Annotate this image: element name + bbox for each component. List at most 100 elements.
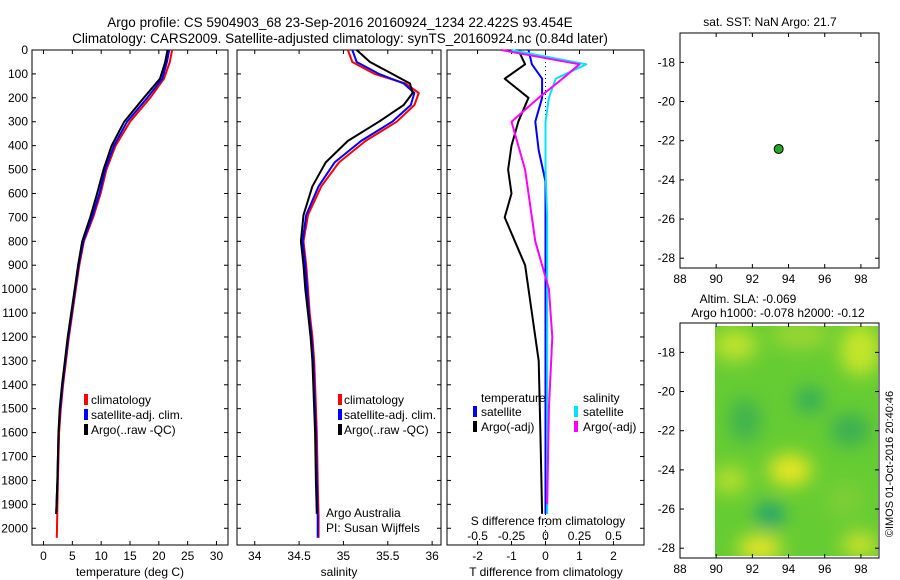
- temperature-panel-frame: [31, 49, 229, 546]
- legend-label-argo: Argo(-adj): [583, 420, 636, 434]
- sla-map-frame: [679, 322, 880, 559]
- map-y-tick-label: -24: [658, 463, 676, 477]
- map-y-tick-label: -26: [658, 502, 676, 516]
- map-x-tick-label: 94: [782, 562, 796, 576]
- map-y-tick-label: -18: [658, 55, 676, 69]
- x-axis-salinity: 34 34.5 35 35.5 36: [248, 50, 439, 563]
- x-tick-label: 5: [69, 549, 76, 563]
- x-tick-label: 34.5: [287, 549, 311, 563]
- depth-tick-label: 1400: [1, 378, 28, 392]
- x-axis-t-difference: -2 -1 0 1 2: [472, 50, 617, 563]
- salinity-panel-frame: [236, 49, 442, 546]
- x-tick-label: -2: [472, 549, 483, 563]
- depth-tick-label: 1000: [1, 282, 28, 296]
- x-tick-label: 25: [181, 549, 195, 563]
- depth-tick-label: 1600: [1, 426, 28, 440]
- depth-tick-label: 100: [8, 67, 28, 81]
- legend-label-climatology: climatology: [91, 393, 151, 407]
- legend-title-temperature: temperature: [481, 391, 546, 405]
- map-y-tick-label: -22: [658, 134, 676, 148]
- sla-heatmap: [715, 326, 878, 556]
- sla-map-title-line-2: Argo h1000: -0.078 h2000: -0.12: [691, 306, 865, 320]
- map-x-tick-label: 88: [673, 562, 687, 576]
- x-axis-temperature: 0 5 10 15 20 25 30: [40, 50, 223, 563]
- depth-tick-label: 1900: [1, 497, 28, 511]
- x-tick-label-top: -0.5: [467, 529, 488, 543]
- imos-watermark: ©IMOS 01-Oct-2016 20:40:46: [884, 391, 896, 537]
- argo-location-marker: [773, 143, 784, 154]
- x-tick-label: 35: [337, 549, 351, 563]
- sst-map-frame: [679, 32, 880, 269]
- map-x-tick-label: 92: [746, 562, 760, 576]
- float-owner-line-1: Argo Australia: [326, 506, 401, 520]
- map-y-tick-label: -18: [658, 345, 676, 359]
- depth-tick-label: 200: [8, 91, 28, 105]
- sla-map-axes: 88 90 92 94 96 98 -18 -20 -22 -24 -26 -28: [658, 323, 879, 576]
- legend-swatch-climatology: [84, 394, 88, 405]
- depth-tick-label: 1200: [1, 330, 28, 344]
- map-y-tick-label: -26: [658, 212, 676, 226]
- t-difference-xlabel: T difference from climatology: [469, 565, 623, 579]
- map-x-tick-label: 90: [710, 562, 724, 576]
- legend-swatch-argo: [84, 424, 88, 435]
- map-x-tick-label: 98: [854, 272, 868, 286]
- x-tick-label: 10: [94, 549, 108, 563]
- map-y-tick-label: -22: [658, 424, 676, 438]
- x-tick-label: 35.5: [376, 549, 400, 563]
- legend-label-satellite: satellite: [481, 405, 522, 419]
- series-line-2: [503, 49, 544, 514]
- depth-tick-label: 1700: [1, 450, 28, 464]
- depth-tick-label: 1500: [1, 402, 28, 416]
- legend-label-argo: Argo(..raw -QC): [344, 423, 429, 437]
- depth-tick-label: 2000: [1, 521, 28, 535]
- float-owner-line-2: PI: Susan Wijffels: [326, 521, 420, 535]
- depth-tick-label: 400: [8, 139, 28, 153]
- series-line-2: [301, 49, 416, 538]
- series-line-1: [527, 49, 547, 514]
- depth-tick-label: 300: [8, 115, 28, 129]
- map-y-tick-label: -28: [658, 541, 676, 555]
- depth-tick-label: 500: [8, 163, 28, 177]
- x-tick-label-top: -0.25: [498, 529, 526, 543]
- legend-swatch-satellite: [574, 406, 578, 417]
- map-x-tick-label: 98: [854, 562, 868, 576]
- legend-swatch-satellite: [84, 409, 88, 420]
- map-x-tick-label: 88: [673, 272, 687, 286]
- x-tick-label: 0: [542, 549, 549, 563]
- legend-label-satellite: satellite: [583, 405, 624, 419]
- x-tick-label-top: 0.25: [568, 529, 592, 543]
- legend-swatch-argo: [473, 421, 477, 432]
- x-tick-label: 36: [425, 549, 439, 563]
- depth-tick-label: 1300: [1, 354, 28, 368]
- x-tick-label: 1: [576, 549, 583, 563]
- difference-legend-salinity: salinity satellite Argo(-adj): [574, 391, 636, 434]
- series-line-2: [55, 49, 171, 514]
- difference-legend-temperature: temperature satellite Argo(-adj): [473, 391, 546, 434]
- depth-axis-difference: [447, 49, 644, 529]
- title-line-1: Argo profile: CS 5904903_68 23-Sep-2016 …: [107, 15, 572, 30]
- sla-map-title-line-1: Altim. SLA: -0.069: [700, 292, 797, 306]
- legend-label-argo: Argo(..raw -QC): [91, 423, 176, 437]
- x-tick-label: 30: [210, 549, 224, 563]
- legend-swatch-argo: [338, 424, 342, 435]
- legend-swatch-satellite: [473, 406, 477, 417]
- x-tick-label: 15: [123, 549, 137, 563]
- x-tick-label-top: 0.5: [605, 529, 622, 543]
- salinity-xlabel: salinity: [321, 565, 358, 579]
- map-x-tick-label: 96: [818, 562, 832, 576]
- legend-label-argo: Argo(-adj): [481, 420, 534, 434]
- map-x-tick-label: 96: [818, 272, 832, 286]
- legend-swatch-satellite: [338, 409, 342, 420]
- depth-tick-label: 800: [8, 234, 28, 248]
- depth-tick-label: 900: [8, 258, 28, 272]
- map-y-tick-label: -24: [658, 173, 676, 187]
- sst-map-title: sat. SST: NaN Argo: 21.7: [703, 15, 837, 29]
- s-difference-xlabel: S difference from climatology: [471, 514, 626, 528]
- legend-swatch-climatology: [338, 394, 342, 405]
- x-tick-label: 2: [610, 549, 617, 563]
- map-y-tick-label: -28: [658, 251, 676, 265]
- series-line-3: [511, 49, 588, 514]
- x-tick-label: 0: [40, 549, 47, 563]
- depth-tick-label: 1800: [1, 473, 28, 487]
- map-y-tick-label: -20: [658, 385, 676, 399]
